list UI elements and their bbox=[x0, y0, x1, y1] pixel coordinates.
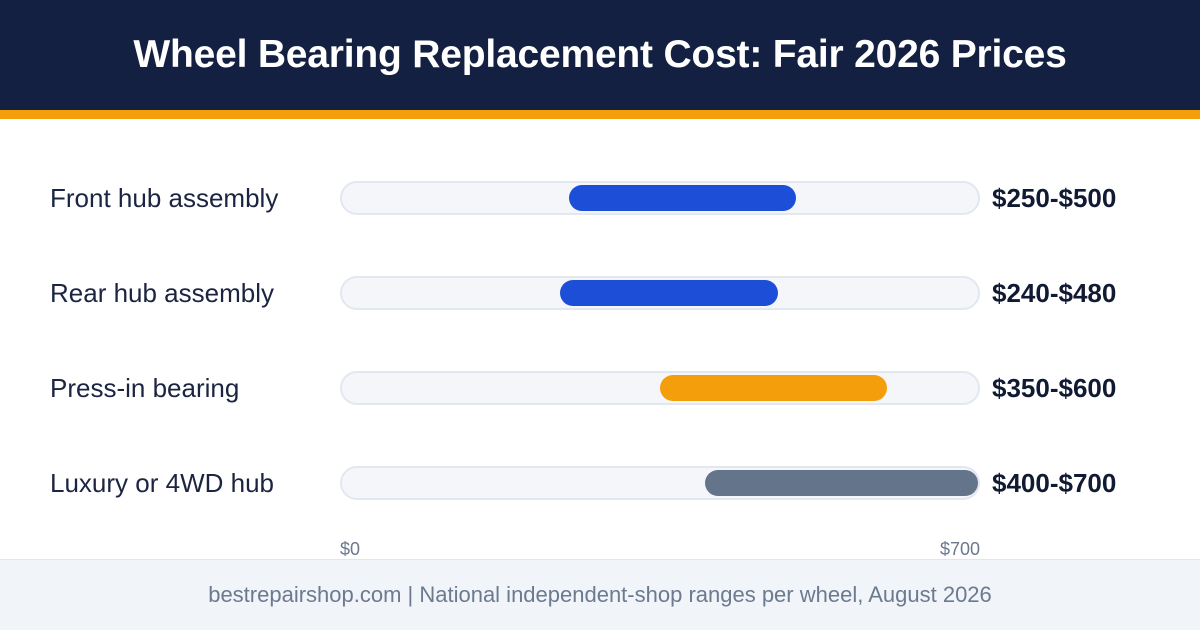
range-value-label: $240-$480 bbox=[992, 278, 1117, 308]
page-title: Wheel Bearing Replacement Cost: Fair 202… bbox=[133, 33, 1067, 76]
x-tick-label-min: $0 bbox=[340, 539, 361, 559]
category-label: Front hub assembly bbox=[50, 183, 279, 213]
range-bar bbox=[705, 470, 978, 496]
range-value-label: $400-$700 bbox=[992, 468, 1117, 498]
range-track bbox=[340, 466, 980, 500]
range-bar bbox=[560, 280, 779, 306]
range-value-label: $350-$600 bbox=[992, 373, 1117, 403]
category-label: Rear hub assembly bbox=[50, 278, 274, 308]
range-chart: $0 $700 Front hub assembly $250-$500 Rear … bbox=[0, 119, 1200, 559]
range-bar bbox=[660, 375, 888, 401]
category-label: Luxury or 4WD hub bbox=[50, 468, 274, 498]
category-label: Press-in bearing bbox=[50, 373, 240, 403]
accent-divider bbox=[0, 110, 1200, 119]
range-track bbox=[340, 371, 980, 405]
range-track bbox=[340, 276, 980, 310]
range-track bbox=[340, 181, 980, 215]
x-tick-label-max: $700 bbox=[939, 539, 980, 559]
footer: bestrepairshop.com | National independen… bbox=[0, 559, 1200, 630]
range-bar bbox=[569, 185, 797, 211]
footer-source-note: bestrepairshop.com | National independen… bbox=[208, 582, 992, 607]
header: Wheel Bearing Replacement Cost: Fair 202… bbox=[0, 0, 1200, 110]
range-value-label: $250-$500 bbox=[992, 183, 1117, 213]
